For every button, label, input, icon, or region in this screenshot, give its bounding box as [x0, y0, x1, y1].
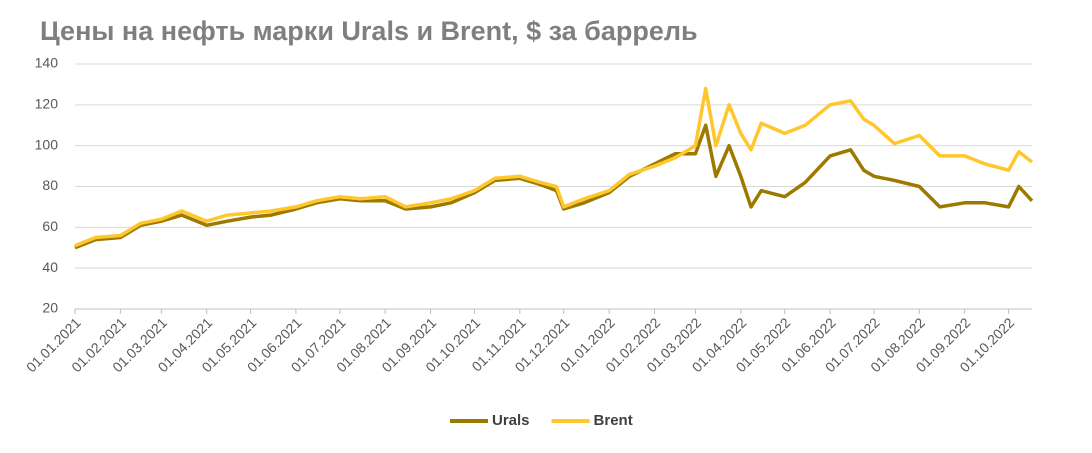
legend-label: Brent: [594, 412, 633, 429]
y-tick-label: 100: [35, 136, 59, 152]
y-tick-label: 60: [42, 218, 58, 234]
series-line: [74, 123, 1034, 250]
series-line: [74, 86, 1034, 248]
chart-title: Цены на нефть марки Urals и Brent, $ за …: [40, 16, 698, 46]
y-tick-label: 80: [42, 177, 58, 193]
y-tick-label: 40: [42, 259, 58, 275]
y-tick-label: 120: [35, 96, 59, 112]
y-tick-label: 20: [42, 300, 58, 316]
legend-label: Urals: [492, 412, 530, 429]
y-tick-label: 140: [35, 55, 59, 71]
